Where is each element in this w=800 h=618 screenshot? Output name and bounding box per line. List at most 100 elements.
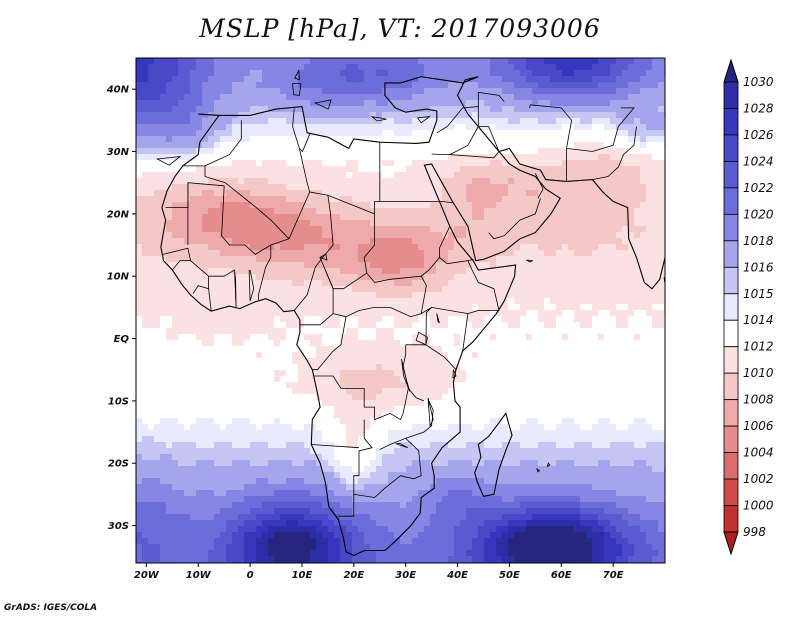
pressure-cell (400, 280, 407, 287)
pressure-cell (322, 154, 329, 161)
pressure-cell (232, 382, 239, 389)
pressure-cell (466, 250, 473, 257)
pressure-cell (136, 106, 143, 113)
pressure-cell (550, 154, 557, 161)
pressure-cell (232, 256, 239, 263)
pressure-cell (478, 202, 485, 209)
pressure-cell (274, 94, 281, 101)
pressure-cell (358, 316, 365, 323)
pressure-cell (190, 394, 197, 401)
pressure-cell (508, 256, 515, 263)
pressure-cell (586, 142, 593, 149)
pressure-cell (448, 304, 455, 311)
pressure-cell (382, 184, 389, 191)
pressure-cell (418, 94, 425, 101)
pressure-cell (196, 382, 203, 389)
pressure-cell (136, 166, 143, 173)
pressure-cell (466, 142, 473, 149)
pressure-cell (544, 232, 551, 239)
pressure-cell (418, 190, 425, 197)
pressure-cell (244, 232, 251, 239)
pressure-cell (148, 64, 155, 71)
pressure-cell (454, 370, 461, 377)
pressure-cell (532, 220, 539, 227)
pressure-cell (442, 316, 449, 323)
pressure-cell (442, 148, 449, 155)
pressure-cell (310, 376, 317, 383)
pressure-cell (400, 88, 407, 95)
pressure-cell (502, 142, 509, 149)
pressure-cell (154, 292, 161, 299)
pressure-cell (568, 298, 575, 305)
pressure-cell (472, 238, 479, 245)
pressure-cell (262, 352, 269, 359)
pressure-cell (280, 94, 287, 101)
pressure-cell (646, 328, 653, 335)
pressure-cell (568, 130, 575, 137)
pressure-cell (310, 214, 317, 221)
pressure-cell (136, 322, 143, 329)
pressure-cell (190, 208, 197, 215)
pressure-cell (604, 316, 611, 323)
pressure-cell (154, 322, 161, 329)
pressure-cell (382, 376, 389, 383)
pressure-cell (280, 214, 287, 221)
pressure-cell (484, 244, 491, 251)
pressure-cell (412, 376, 419, 383)
pressure-cell (310, 328, 317, 335)
pressure-cell (310, 238, 317, 245)
pressure-cell (442, 304, 449, 311)
pressure-cell (262, 148, 269, 155)
pressure-cell (346, 190, 353, 197)
pressure-cell (388, 166, 395, 173)
pressure-cell (412, 262, 419, 269)
pressure-cell (592, 340, 599, 347)
pressure-cell (238, 286, 245, 293)
pressure-cell (520, 142, 527, 149)
pressure-cell (520, 376, 527, 383)
pressure-cell (466, 100, 473, 107)
pressure-cell (460, 196, 467, 203)
pressure-cell (490, 358, 497, 365)
pressure-cell (256, 100, 263, 107)
pressure-cell (178, 346, 185, 353)
pressure-cell (430, 94, 437, 101)
pressure-cell (652, 388, 659, 395)
pressure-cell (472, 208, 479, 215)
pressure-cell (322, 208, 329, 215)
pressure-cell (592, 136, 599, 143)
pressure-cell (622, 154, 629, 161)
pressure-cell (394, 232, 401, 239)
pressure-cell (220, 238, 227, 245)
pressure-cell (502, 286, 509, 293)
pressure-cell (568, 106, 575, 113)
pressure-cell (382, 382, 389, 389)
pressure-cell (400, 124, 407, 131)
pressure-cell (502, 112, 509, 119)
pressure-cell (226, 310, 233, 317)
pressure-cell (508, 334, 515, 341)
pressure-cell (502, 256, 509, 263)
pressure-cell (328, 100, 335, 107)
pressure-cell (358, 370, 365, 377)
pressure-cell (232, 340, 239, 347)
pressure-cell (466, 352, 473, 359)
pressure-cell (328, 208, 335, 215)
pressure-cell (460, 226, 467, 233)
pressure-cell (364, 160, 371, 167)
pressure-cell (220, 124, 227, 131)
pressure-cell (430, 340, 437, 347)
pressure-cell (478, 316, 485, 323)
pressure-cell (196, 364, 203, 371)
pressure-cell (310, 334, 317, 341)
pressure-cell (214, 382, 221, 389)
pressure-cell (286, 100, 293, 107)
pressure-cell (556, 232, 563, 239)
pressure-cell (454, 136, 461, 143)
pressure-cell (184, 118, 191, 125)
pressure-cell (634, 262, 641, 269)
pressure-cell (454, 202, 461, 209)
pressure-cell (196, 232, 203, 239)
pressure-cell (280, 322, 287, 329)
pressure-cell (418, 238, 425, 245)
